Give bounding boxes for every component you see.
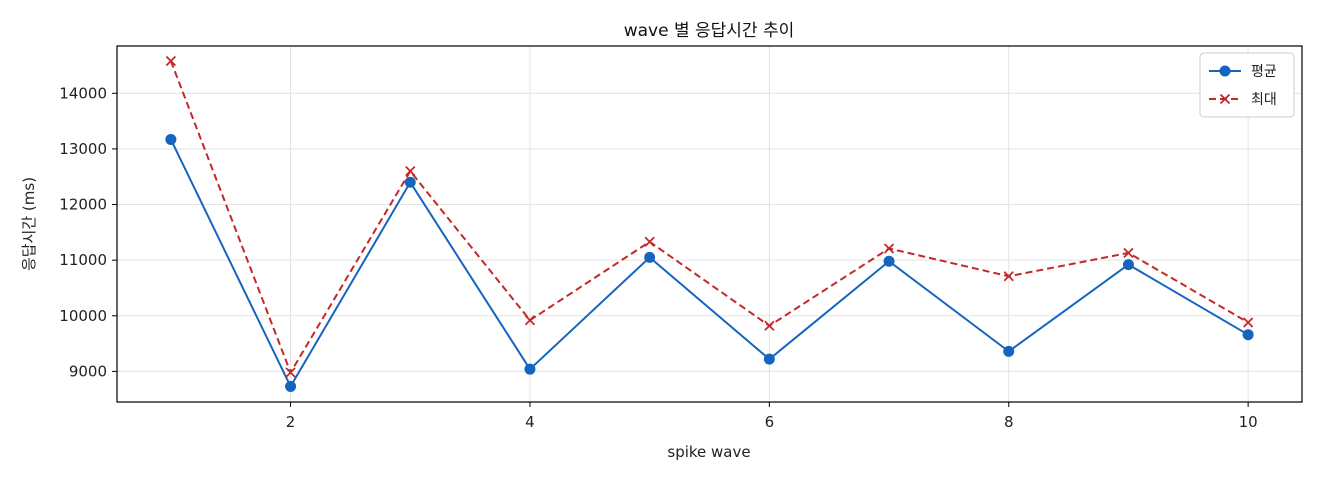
legend-label: 평균 <box>1251 64 1277 80</box>
data-point <box>524 315 536 326</box>
series-average <box>165 133 1254 392</box>
data-point <box>883 243 895 254</box>
y-tick-label: 12000 <box>59 196 107 214</box>
legend-marker-swatch <box>1219 65 1231 77</box>
grid-layer <box>117 46 1302 402</box>
x-axis-label: spike wave <box>667 443 750 461</box>
series-line <box>169 60 1249 374</box>
data-point <box>644 251 656 263</box>
data-point <box>1123 247 1134 259</box>
y-tick-label: 14000 <box>59 84 107 102</box>
legend-marker-swatch <box>1219 93 1231 105</box>
x-tick-label: 4 <box>525 413 535 431</box>
data-point <box>1242 329 1254 341</box>
data-point <box>1003 345 1015 357</box>
y-tick-label: 10000 <box>59 307 107 325</box>
y-tick-label: 13000 <box>59 140 107 158</box>
y-axis-label: 응답시간 (ms) <box>20 177 38 271</box>
y-tick-label: 9000 <box>69 362 107 380</box>
x-tick-label: 8 <box>1004 413 1014 431</box>
data-point <box>1122 259 1134 271</box>
legend-box <box>1199 52 1295 118</box>
data-point <box>644 236 655 247</box>
chart-title: wave 별 응답시간 추이 <box>624 21 795 41</box>
legend-label: 최대 <box>1251 92 1277 108</box>
data-point <box>1003 271 1014 282</box>
plot-frame <box>116 45 1303 403</box>
x-tick-label: 6 <box>765 413 775 431</box>
series-line <box>169 139 1249 388</box>
data-point <box>883 255 895 267</box>
series-maximum <box>165 55 1254 378</box>
data-point <box>764 320 775 331</box>
ticks-layer: 2 4 6 8 10 9000 10000 11000 12000 13000 14000 <box>59 84 1257 431</box>
series-layer <box>165 55 1254 392</box>
data-point <box>165 133 177 145</box>
x-tick-label: 2 <box>286 413 296 431</box>
data-point <box>405 166 416 177</box>
data-point <box>404 176 416 188</box>
data-point <box>1242 317 1254 328</box>
data-point <box>285 380 297 392</box>
data-point <box>165 55 177 67</box>
x-tick-label: 10 <box>1239 413 1258 431</box>
data-point <box>285 367 296 378</box>
legend-item: 평균 <box>1209 64 1277 80</box>
legend-item: 최대 <box>1209 92 1277 108</box>
data-point <box>763 353 775 365</box>
data-point <box>524 363 536 375</box>
y-tick-label: 11000 <box>59 251 107 269</box>
